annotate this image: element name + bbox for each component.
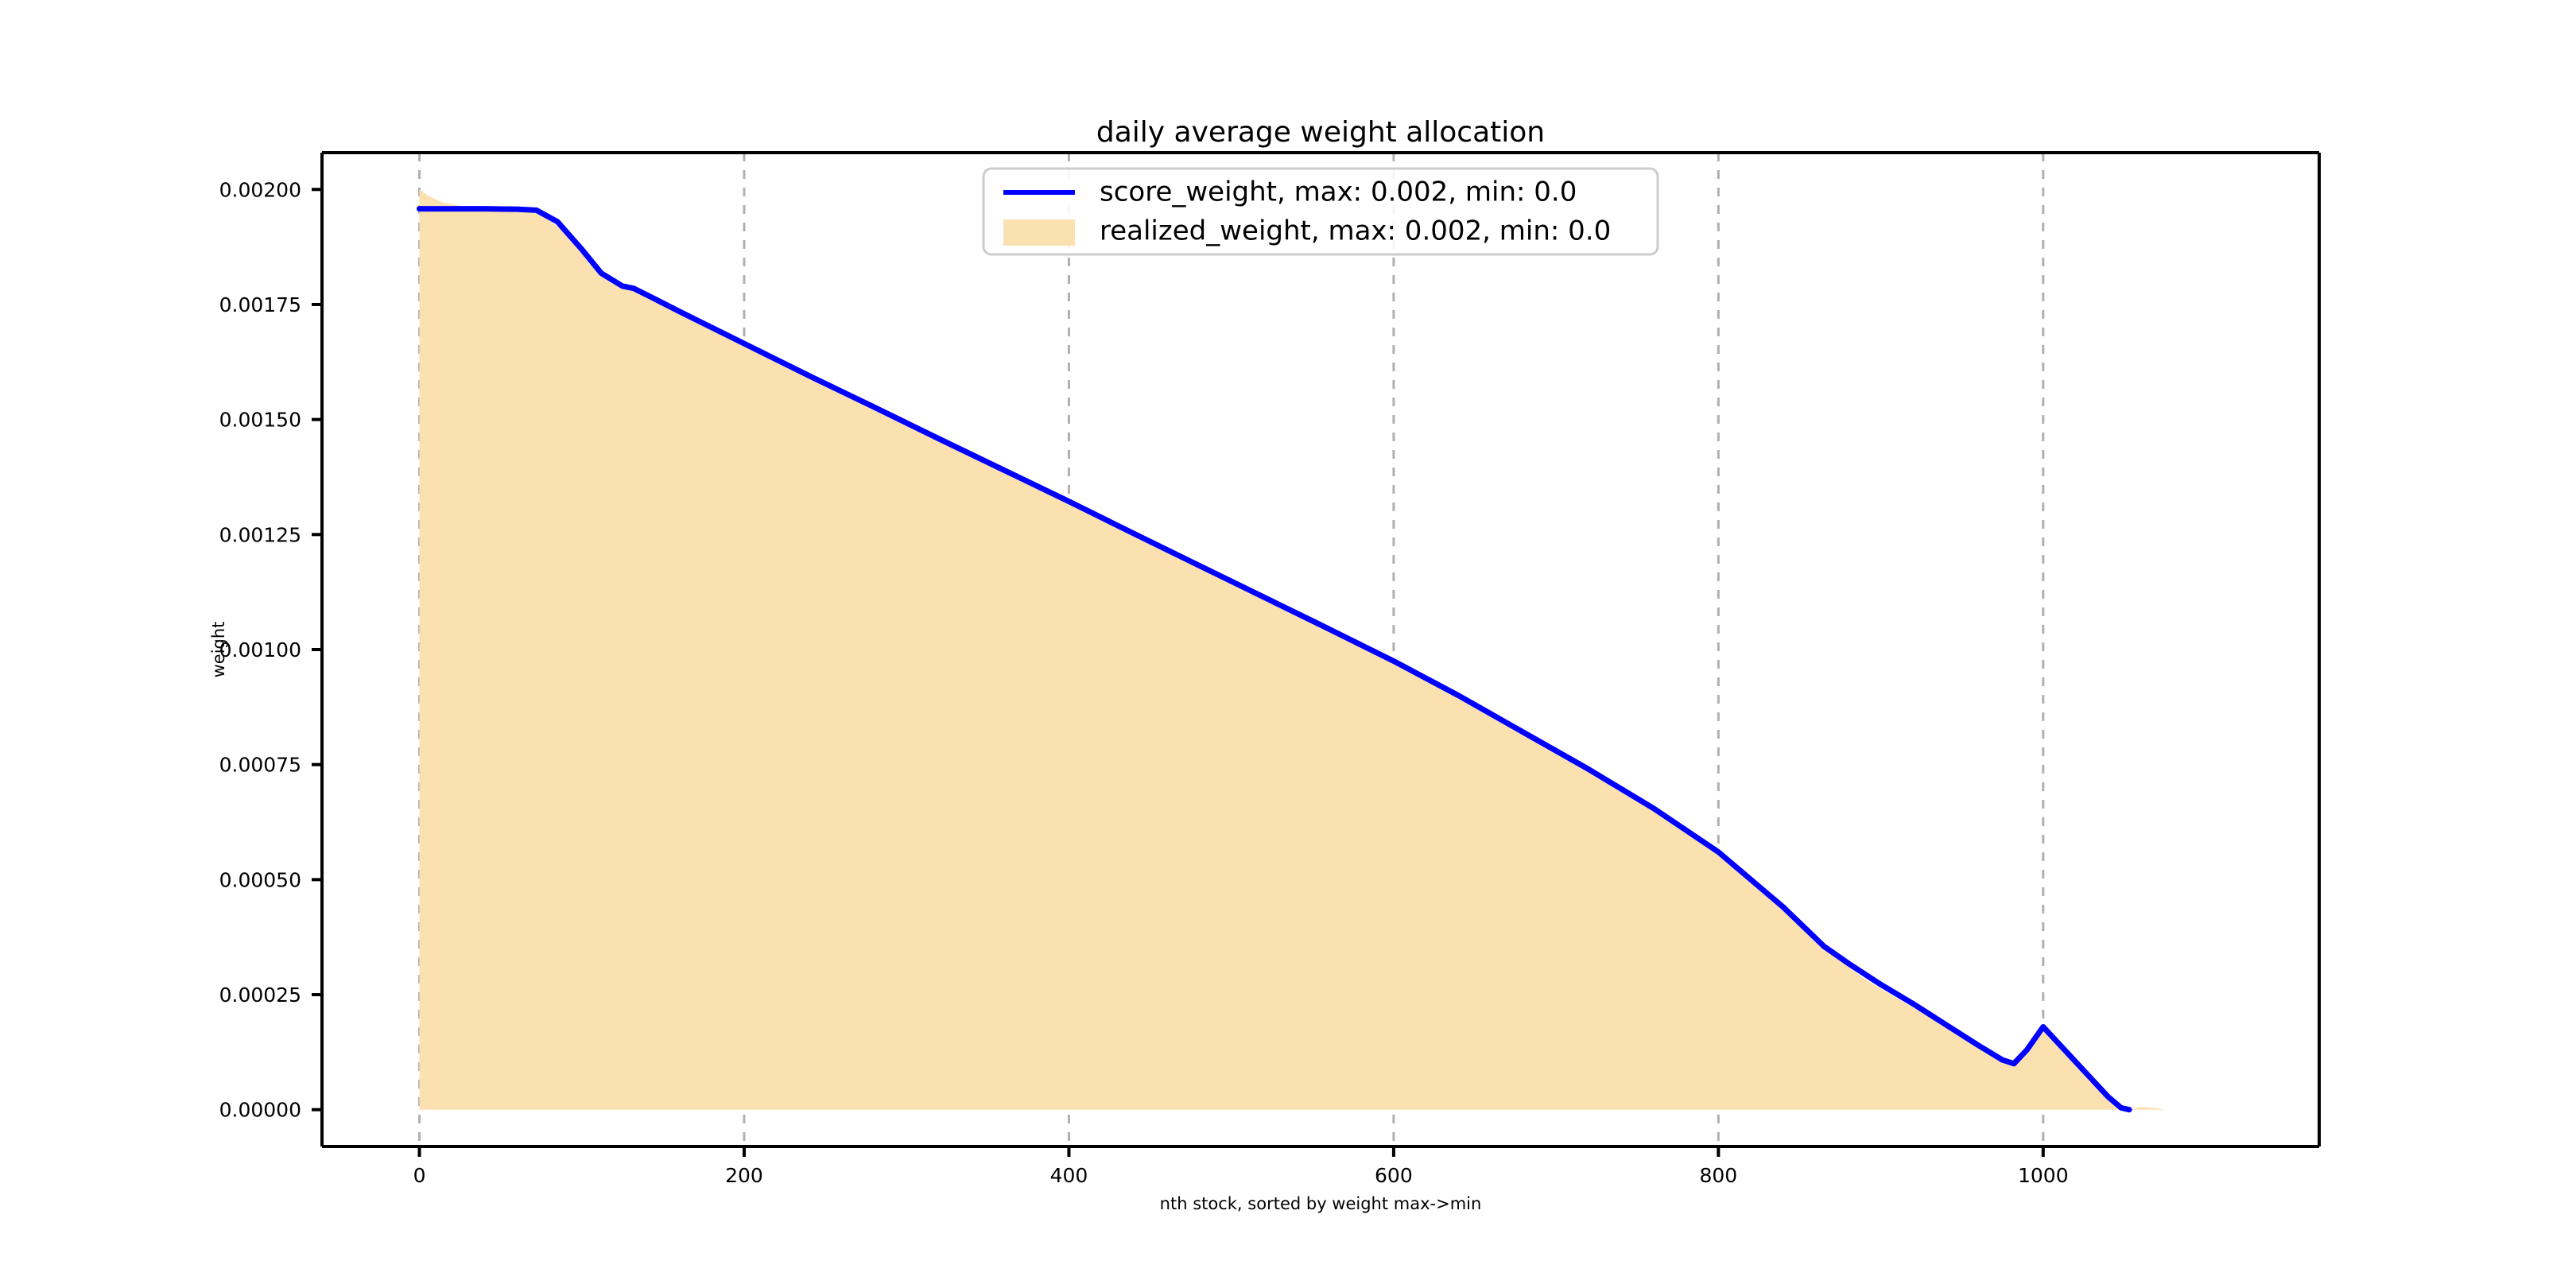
y-axis-ticks: 0.00000 0.00025 0.00050 0.00075 0.00100 0.001… — [219, 178, 322, 1122]
y-tick-label-6: 0.00150 — [219, 409, 301, 432]
area-series-layer — [419, 189, 2165, 1110]
y-tick-label-1: 0.00025 — [219, 983, 301, 1007]
line-series-layer — [417, 206, 2132, 1113]
legend[interactable]: score_weight, max: 0.002, min: 0.0 reali… — [982, 167, 1659, 256]
x-tick-label-0: 0 — [413, 1164, 426, 1187]
y-tick-label-3: 0.00075 — [219, 754, 301, 777]
y-tick-label-7: 0.00175 — [219, 293, 301, 316]
x-tick-label-1000: 1000 — [2018, 1164, 2069, 1187]
line-score_weight — [417, 206, 2132, 1113]
x-tick-label-800: 800 — [1699, 1164, 1737, 1187]
x-tick-label-200: 200 — [725, 1164, 763, 1187]
x-axis-label: nth stock, sorted by weight max->min — [1160, 1194, 1482, 1213]
y-axis-label: weight — [209, 622, 228, 678]
y-tick-label-0: 0.00000 — [219, 1099, 301, 1122]
legend-label-realized-weight: realized_weight, max: 0.002, min: 0.0 — [1100, 215, 1611, 247]
x-axis-ticks: 0 200 400 600 800 1000 — [413, 1146, 2069, 1187]
legend-swatch-realized-weight — [1003, 219, 1075, 246]
chart-title: daily average weight allocation — [1096, 116, 1545, 149]
legend-frame — [982, 167, 1659, 256]
x-tick-label-400: 400 — [1050, 1164, 1088, 1187]
y-tick-label-2: 0.00050 — [219, 868, 301, 891]
y-tick-label-8: 0.00200 — [219, 178, 301, 201]
area-realized_weight — [419, 189, 2165, 1110]
x-tick-label-600: 600 — [1375, 1164, 1413, 1187]
legend-label-score-weight: score_weight, max: 0.002, min: 0.0 — [1100, 177, 1577, 208]
y-tick-label-5: 0.00125 — [219, 523, 301, 546]
y-tick-label-4: 0.00100 — [219, 638, 301, 661]
